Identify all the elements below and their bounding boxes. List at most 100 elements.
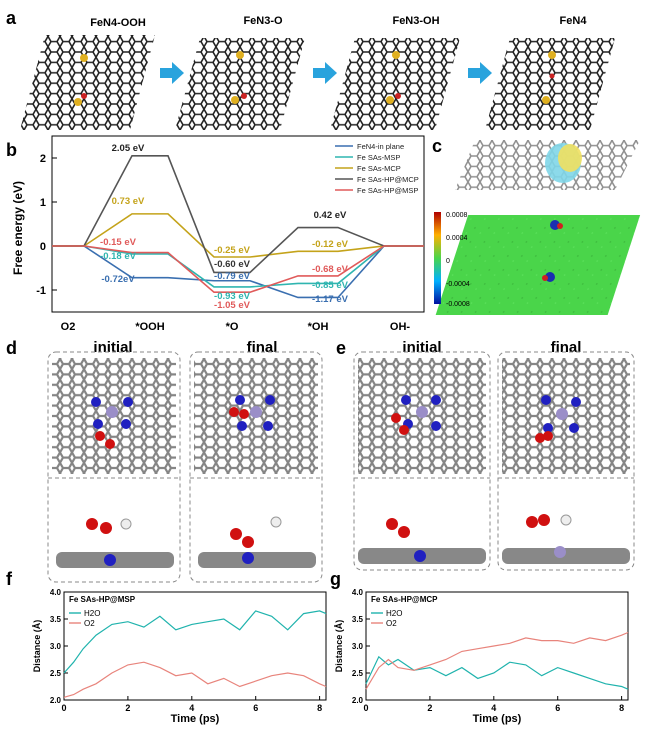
chart-b-xtick-label: OH- (390, 321, 411, 333)
panel-letter-e: e (336, 338, 346, 358)
chart-g-ytick-label: 3.5 (352, 615, 364, 624)
chart-b-xtick-label: *OOH (135, 321, 164, 333)
panel-letter-b: b (6, 140, 17, 160)
panel-e-initial-box (353, 351, 491, 571)
charge-map (435, 215, 641, 315)
chart-b-value-label: -0.85 eV (312, 280, 349, 291)
chart-g-ytick-label: 3.0 (352, 642, 364, 651)
chart-b-line-0 (52, 245, 424, 299)
chart-f-xtick-label: 6 (253, 703, 258, 713)
chart-f-ytick-label: 3.5 (50, 615, 62, 624)
chart-f-series-1 (63, 661, 327, 698)
colorbar (434, 212, 441, 304)
chart-f-ytick-label: 2.0 (50, 696, 62, 705)
structure-label-1: FeN4-OOH (90, 17, 146, 29)
panel-e-final-title: final (551, 339, 582, 356)
structure-label-2: FeN3-O (243, 15, 283, 27)
chart-b-legend-label: FeN4-in plane (357, 142, 404, 151)
panel-g: g 2.0 2.5 3.0 3.5 4.0 0 2 4 6 8 Time (ps) Distance … (330, 569, 629, 725)
panel-letter-a: a (6, 8, 17, 28)
chart-f-legend-label: O2 (84, 619, 95, 628)
chart-b-legend-label: Fe SAs-HP@MCP (357, 175, 419, 184)
chart-g-series-1 (365, 631, 629, 690)
arrow-icon-3 (468, 62, 492, 84)
chart-g-ytick-label: 2.5 (352, 669, 364, 678)
chart-g-xtick-label: 8 (619, 703, 624, 713)
panel-e-initial-title: initial (402, 339, 441, 356)
panel-d-final-title: final (247, 339, 278, 356)
panel-letter-g: g (330, 569, 341, 589)
panel-e-final-box (497, 351, 635, 571)
chart-b-value-label: -0.15 eV (100, 237, 137, 248)
panel-b: b Free energy (eV) -1 0 1 2 O2 *OOH *O *OH OH- 2… (6, 135, 425, 333)
chart-b-xtick-label: *O (226, 321, 239, 333)
chart-b-value-label: 0.42 eV (314, 210, 347, 221)
graphene-sheet-3 (330, 38, 460, 130)
chart-b-value-label: -0.12 eV (312, 239, 349, 250)
chart-b-value-label: -0.25 eV (214, 245, 251, 256)
chart-f-series-0 (63, 610, 327, 674)
structure-label-4: FeN4 (560, 15, 588, 27)
colorbar-tick-2: 0.0004 (446, 235, 468, 242)
chart-g-ytick-label: 2.0 (352, 696, 364, 705)
panel-a: a FeN4-OOH FeN3-O FeN3-OH FeN4 (6, 8, 615, 130)
panel-e: e initial final (336, 338, 635, 571)
panel-d: d initial final (6, 338, 323, 583)
chart-g-series-0 (365, 655, 629, 690)
graphene-sheet-2 (175, 38, 305, 130)
chart-b-value-label: -1.05 eV (214, 300, 251, 311)
chart-b-value-label: -0.93 eV (214, 291, 251, 302)
chart-f-ylabel: Distance (Å) (32, 620, 42, 673)
chart-b-ytick-label: 1 (40, 197, 46, 209)
colorbar-tick-4: -0.0004 (446, 281, 470, 288)
structure-label-3: FeN3-OH (392, 15, 439, 27)
chart-b-frame (51, 135, 425, 313)
graphene-sheet-4 (485, 38, 615, 130)
graphene-sheet-1 (20, 35, 155, 130)
colorbar-tick-1: 0.0008 (446, 212, 468, 219)
panel-letter-c: c (432, 136, 442, 156)
chart-f-ytick-label: 2.5 (50, 669, 62, 678)
chart-g-xtick-label: 6 (555, 703, 560, 713)
chart-b-value-label: 0.73 eV (112, 196, 145, 207)
chart-g-xtick-label: 0 (363, 703, 368, 713)
chart-b-legend: FeN4-in plane Fe SAs-MSP Fe SAs-MCP Fe SAs-… (335, 142, 419, 195)
chart-f-title: Fe SAs-HP@MSP (69, 595, 136, 604)
charge-density-yellow (558, 144, 582, 172)
chart-b-value-label: -0.68 eV (312, 264, 349, 275)
chart-b-xtick-label: O2 (61, 321, 76, 333)
panel-letter-d: d (6, 338, 17, 358)
chart-b-line-4 (52, 245, 424, 293)
panel-f: f 2.0 2.5 3.0 3.5 4.0 0 2 4 6 8 Time (ps) Distance … (6, 569, 327, 725)
chart-g-xtick-label: 4 (491, 703, 496, 713)
chart-f-ytick-label: 3.0 (50, 642, 62, 651)
panel-d-final-box (189, 351, 323, 583)
arrow-icon-2 (313, 62, 337, 84)
chart-g-ytick-label: 4.0 (352, 588, 364, 597)
colorbar-tick-3: 0 (446, 258, 450, 265)
chart-f-xtick-label: 8 (317, 703, 322, 713)
chart-b-value-label: -0.72eV (101, 274, 135, 285)
chart-f-xtick-label: 4 (189, 703, 194, 713)
chart-b-value-labels: 2.05 eV 0.73 eV -0.15 eV -0.18 eV -0.72eV -0.… (100, 143, 349, 311)
chart-b-ytick-label: 2 (40, 153, 46, 165)
chart-g-xlabel: Time (ps) (473, 713, 522, 725)
chart-f-ytick-label: 4.0 (50, 588, 62, 597)
chart-g-ylabel: Distance (Å) (334, 620, 344, 673)
chart-g-legend-label: O2 (386, 619, 397, 628)
chart-b-legend-label: Fe SAs-MCP (357, 164, 401, 173)
panel-letter-f: f (6, 569, 13, 589)
panel-c: c 0.0008 0.0004 0 -0.0004 -0.0008 (432, 136, 641, 315)
chart-f-xtick-label: 2 (125, 703, 130, 713)
chart-g-xtick-label: 2 (427, 703, 432, 713)
chart-b-ytick-label: 0 (40, 241, 46, 253)
chart-b-value-label: 2.05 eV (112, 143, 145, 154)
chart-g-title: Fe SAs-HP@MCP (371, 595, 438, 604)
chart-b-ytick-label: -1 (36, 285, 46, 297)
chart-b-line-3 (52, 155, 424, 274)
panel-d-initial-box (47, 351, 181, 583)
chart-b-legend-label: Fe SAs-MSP (357, 153, 400, 162)
chart-b-value-label: -1.17 eV (312, 294, 349, 305)
chart-b-ylabel: Free energy (eV) (11, 181, 25, 275)
colorbar-tick-5: -0.0008 (446, 301, 470, 308)
